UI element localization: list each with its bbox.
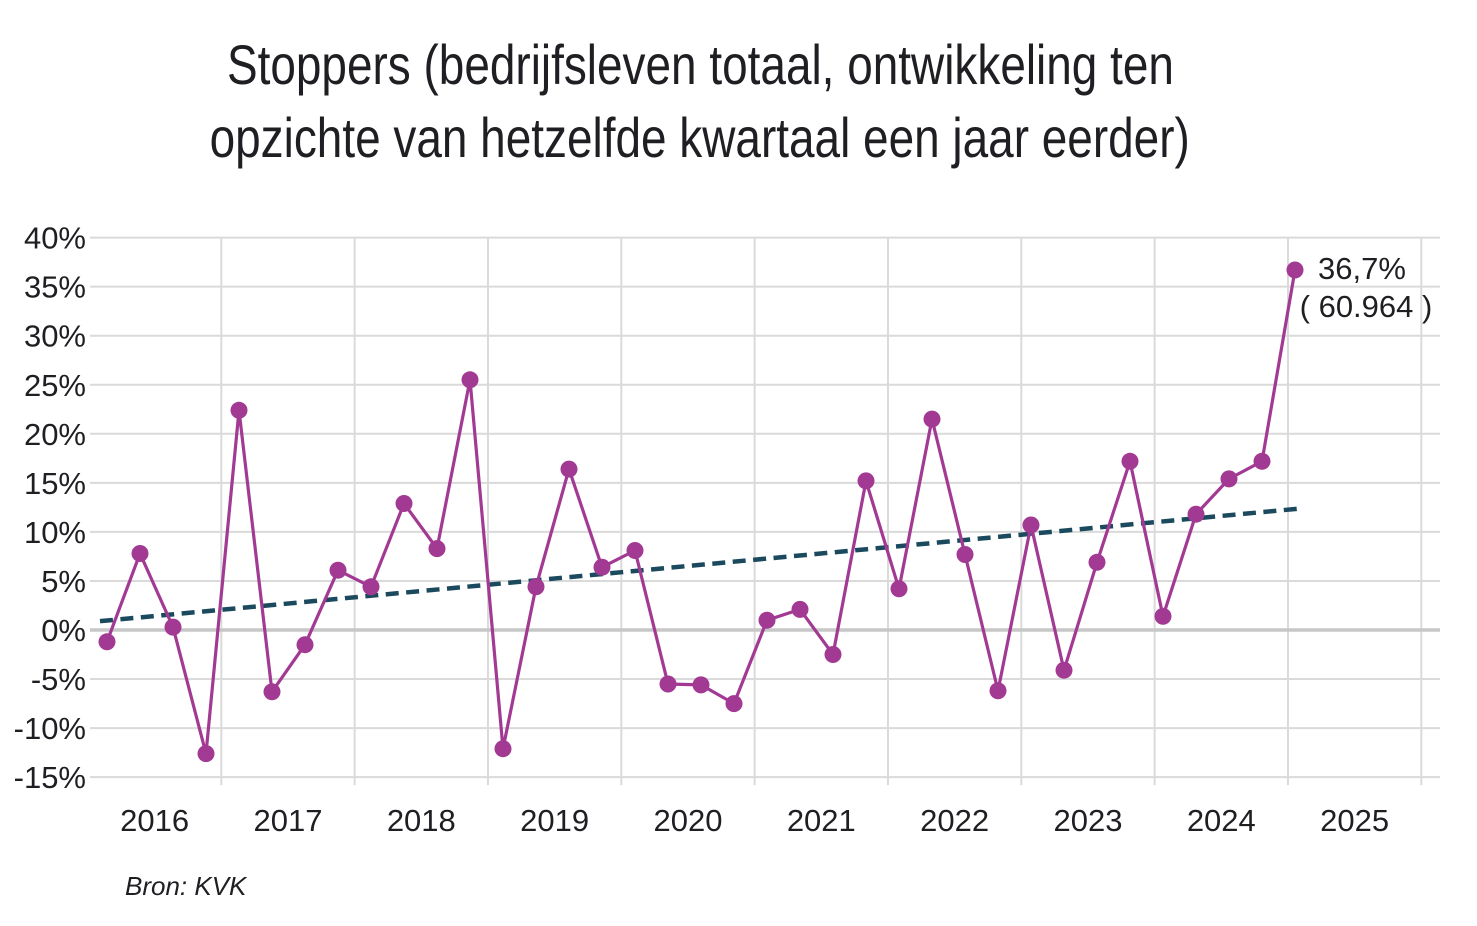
data-point-marker — [131, 545, 149, 562]
data-point-marker — [989, 682, 1007, 700]
y-tick-label: -15% — [14, 760, 86, 795]
data-point-marker — [659, 675, 677, 693]
annotation-absolute-label: ( 60.964 ) — [1300, 289, 1433, 324]
data-point-marker — [923, 410, 941, 428]
data-point-marker — [758, 611, 776, 629]
gridlines — [90, 236, 1440, 786]
x-tick-label: 2023 — [1053, 803, 1122, 838]
trend-line — [99, 506, 1303, 624]
x-tick-label: 2016 — [120, 803, 189, 838]
y-tick-label: 15% — [24, 466, 86, 501]
data-point-marker — [527, 578, 545, 596]
data-point-marker — [428, 540, 446, 558]
data-point-marker — [791, 600, 809, 618]
last-point-annotation: 36,7% ( 60.964 ) — [1300, 251, 1433, 324]
data-point-marker — [1187, 505, 1205, 523]
y-tick-label: 25% — [24, 368, 86, 403]
data-point-marker — [1286, 261, 1304, 279]
data-point-marker — [197, 745, 215, 763]
x-tick-label: 2024 — [1187, 803, 1256, 838]
y-tick-label: 10% — [24, 515, 86, 550]
data-point-marker — [230, 401, 248, 419]
data-point-marker — [560, 460, 578, 478]
data-point-marker — [1154, 607, 1172, 625]
trend-dashed-line — [99, 506, 1303, 624]
data-series-line — [98, 261, 1304, 763]
data-point-marker — [1253, 452, 1271, 470]
data-point-marker — [626, 542, 644, 559]
data-point-marker — [1121, 452, 1139, 470]
chart-title-line-2: opzichte van hetzelfde kwartaal een jaar… — [209, 106, 1191, 169]
source-note: Bron: KVK — [125, 871, 247, 901]
y-tick-label: 40% — [24, 221, 86, 256]
data-point-marker — [725, 695, 743, 713]
data-point-marker — [1088, 553, 1106, 571]
y-tick-label: 0% — [41, 613, 86, 648]
x-tick-label: 2018 — [387, 803, 456, 838]
y-tick-label: 30% — [24, 319, 86, 354]
x-tick-label: 2021 — [787, 803, 856, 838]
y-tick-label: -5% — [31, 662, 86, 697]
data-point-marker — [890, 580, 908, 598]
data-point-marker — [692, 676, 710, 694]
y-tick-label: 5% — [41, 564, 86, 599]
x-tick-label: 2020 — [653, 803, 722, 838]
data-point-marker — [857, 472, 875, 490]
data-point-marker — [395, 495, 413, 512]
data-point-marker — [593, 558, 611, 576]
data-point-marker — [494, 740, 512, 758]
data-point-marker — [1055, 661, 1073, 679]
data-point-marker — [956, 546, 974, 563]
annotation-percent-label: 36,7% — [1318, 251, 1406, 286]
data-point-marker — [1022, 516, 1040, 534]
data-point-marker — [824, 646, 842, 663]
data-point-marker — [362, 578, 380, 596]
x-tick-label: 2022 — [920, 803, 989, 838]
data-point-marker — [263, 683, 281, 701]
axis-tick-labels: 40% 35% 30% 25% 20% 15% 10% 5% 0% -5% -10% -15% 2016… — [14, 221, 1389, 838]
y-tick-label: -10% — [14, 711, 86, 746]
data-point-marker — [461, 371, 479, 389]
y-tick-label: 20% — [24, 417, 86, 452]
chart-title-line-1: Stoppers (bedrijfsleven totaal, ontwikke… — [226, 33, 1174, 96]
data-point-marker — [98, 633, 116, 651]
x-tick-label: 2019 — [520, 803, 589, 838]
y-tick-label: 35% — [24, 270, 86, 305]
data-point-marker — [164, 618, 182, 636]
data-point-marker — [329, 561, 347, 579]
chart-title: Stoppers (bedrijfsleven totaal, ontwikke… — [0, 28, 1400, 174]
data-point-marker — [1220, 470, 1238, 488]
x-tick-label: 2017 — [253, 803, 322, 838]
x-tick-label: 2025 — [1320, 803, 1389, 838]
data-point-marker — [296, 636, 314, 654]
